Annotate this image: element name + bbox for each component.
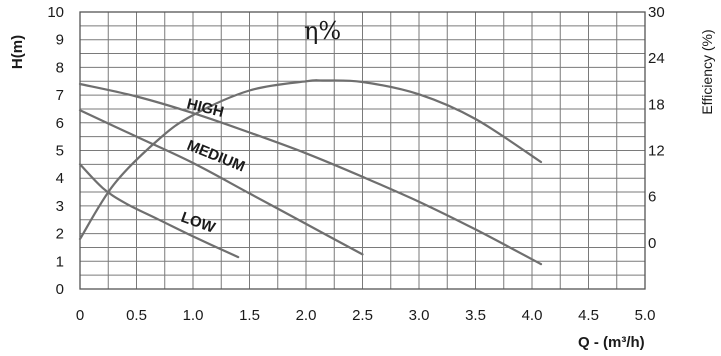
- x-tick-label: 1.5: [239, 307, 260, 324]
- x-tick-label: 0: [76, 307, 84, 324]
- y-tick-label: 5: [56, 143, 64, 160]
- y2-tick-label: 18: [648, 96, 665, 113]
- plot-frame: [79, 11, 646, 290]
- y-axis-title: H(m): [9, 35, 26, 69]
- y2-tick-label: 6: [648, 189, 656, 206]
- y-tick-label: 3: [56, 198, 64, 215]
- y-tick-label: 1: [56, 253, 64, 270]
- y-tick-label: 8: [56, 59, 64, 76]
- grid: [80, 12, 645, 289]
- y2-tick-label: 0: [648, 235, 656, 252]
- y-tick-label: 0: [56, 281, 64, 298]
- y-tick-label: 6: [56, 115, 64, 132]
- curves: [78, 79, 543, 266]
- x-tick-label: 1.0: [183, 307, 204, 324]
- x-tick-label: 3.0: [409, 307, 430, 324]
- y2-axis-title: Efficiency (%): [699, 29, 715, 114]
- y-tick-label: 9: [56, 32, 64, 49]
- x-tick-label: 4.5: [578, 307, 599, 324]
- x-tick-label: 2.5: [352, 307, 373, 324]
- series-line-medium: [78, 109, 364, 256]
- y-tick-label: 7: [56, 87, 64, 104]
- x-tick-label: 2.0: [296, 307, 317, 324]
- y2-tick-label: 30: [648, 4, 665, 21]
- y2-tick-label: 12: [648, 143, 665, 160]
- y-tick-label: 10: [47, 4, 64, 21]
- y-tick-label: 4: [56, 170, 64, 187]
- series-label-medium: MEDIUM: [185, 137, 248, 176]
- efficiency-symbol: η%: [304, 17, 341, 45]
- x-tick-label: 3.5: [465, 307, 486, 324]
- y-tick-label: 2: [56, 226, 64, 243]
- series-line-high: [78, 82, 543, 266]
- series-line-low: [78, 163, 240, 259]
- series-line-efficiency: [78, 79, 543, 241]
- x-tick-label: 4.0: [522, 307, 543, 324]
- x-axis-title: Q - (m³/h): [578, 334, 645, 351]
- x-tick-label: 0.5: [126, 307, 147, 324]
- x-tick-label: 5.0: [635, 307, 656, 324]
- y2-tick-label: 24: [648, 50, 665, 67]
- tick-labels: 0 0.5 1.0 1.5 2.0 2.5 3.0 3.5 4.0 4.5 5.0012345678…: [47, 4, 664, 324]
